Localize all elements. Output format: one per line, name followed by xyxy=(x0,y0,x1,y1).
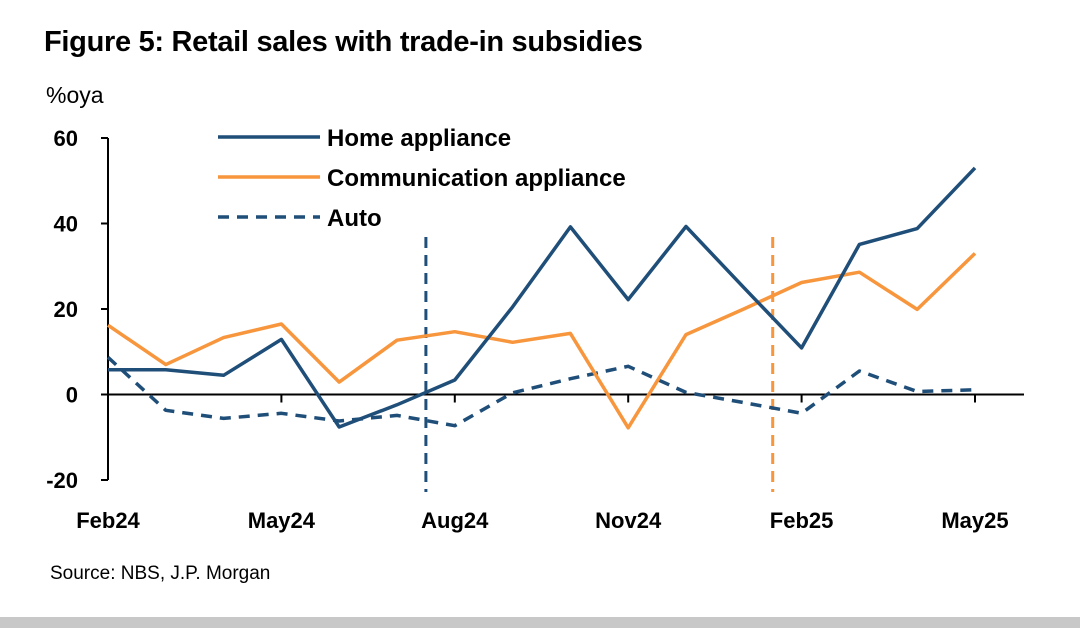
y-tick-label: 0 xyxy=(66,383,78,408)
y-tick-label: -20 xyxy=(46,468,78,493)
series-line-auto xyxy=(106,356,976,428)
y-tick-label: 60 xyxy=(54,126,78,151)
figure-title: Figure 5: Retail sales with trade-in sub… xyxy=(44,26,643,58)
series-line-home-appliance xyxy=(108,166,977,429)
y-tick-label: 40 xyxy=(54,212,78,237)
x-tick-label: May24 xyxy=(248,508,316,533)
x-tick-label: Feb25 xyxy=(770,508,834,533)
y-axis-unit-label: %oya xyxy=(46,82,104,108)
chart-axes: -20 0 20 40 60 Feb24 May24 Aug24 Nov24 Feb25 May25 xyxy=(46,126,1024,533)
policy-marker-lines xyxy=(424,237,775,492)
bottom-divider xyxy=(0,617,1080,628)
legend-label-communication-appliance: Communication appliance xyxy=(327,165,626,192)
legend-label-auto: Auto xyxy=(327,205,382,232)
chart-series xyxy=(106,166,977,430)
source-note: Source: NBS, J.P. Morgan xyxy=(50,563,271,584)
x-tick-label: Feb24 xyxy=(76,508,140,533)
chart-legend: Home appliance Communication appliance Aut… xyxy=(218,125,626,232)
x-tick-label: Nov24 xyxy=(595,508,662,533)
y-tick-label: 20 xyxy=(54,297,78,322)
legend-label-home-appliance: Home appliance xyxy=(327,125,511,152)
series-line-communication-appliance xyxy=(107,252,977,430)
x-tick-label: Aug24 xyxy=(421,508,489,533)
x-tick-label: May25 xyxy=(941,508,1008,533)
